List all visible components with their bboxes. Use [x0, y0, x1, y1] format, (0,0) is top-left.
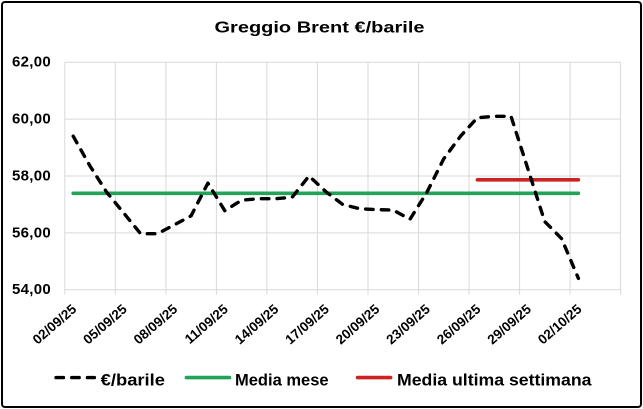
svg-text:Greggio Brent €/barile: Greggio Brent €/barile [215, 19, 425, 36]
svg-text:Media ultima settimana: Media ultima settimana [397, 370, 592, 389]
svg-text:€/barile: €/barile [101, 370, 165, 389]
svg-text:54,00: 54,00 [12, 281, 51, 298]
svg-text:62,00: 62,00 [12, 54, 51, 71]
svg-text:Media mese: Media mese [235, 370, 329, 389]
svg-text:56,00: 56,00 [12, 224, 51, 241]
svg-text:60,00: 60,00 [12, 111, 51, 128]
svg-text:58,00: 58,00 [12, 167, 51, 184]
